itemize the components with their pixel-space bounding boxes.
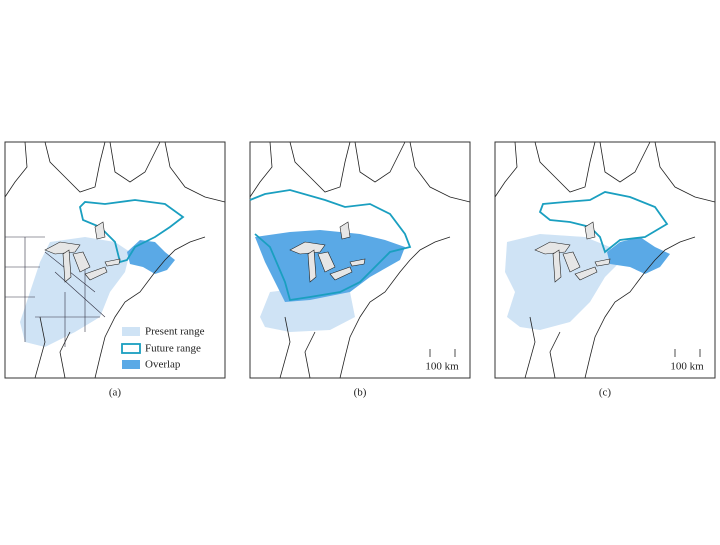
panel-a: Present range Future range Overlap (4, 141, 226, 379)
legend-swatch-future (121, 343, 141, 354)
legend-swatch-present (122, 327, 140, 336)
panel-b: 100 km (249, 141, 471, 379)
panel-label: (c) (599, 387, 612, 399)
legend-label: Future range (145, 343, 201, 355)
panel-label: (a) (109, 387, 122, 399)
legend-label: Overlap (145, 359, 181, 371)
legend-label: Present range (145, 326, 205, 338)
panel-label: (b) (354, 387, 367, 399)
scale-label: 100 km (425, 361, 459, 373)
scale-label: 100 km (670, 361, 704, 373)
panel-c: 100 km (494, 141, 716, 379)
legend-swatch-overlap (122, 360, 140, 369)
